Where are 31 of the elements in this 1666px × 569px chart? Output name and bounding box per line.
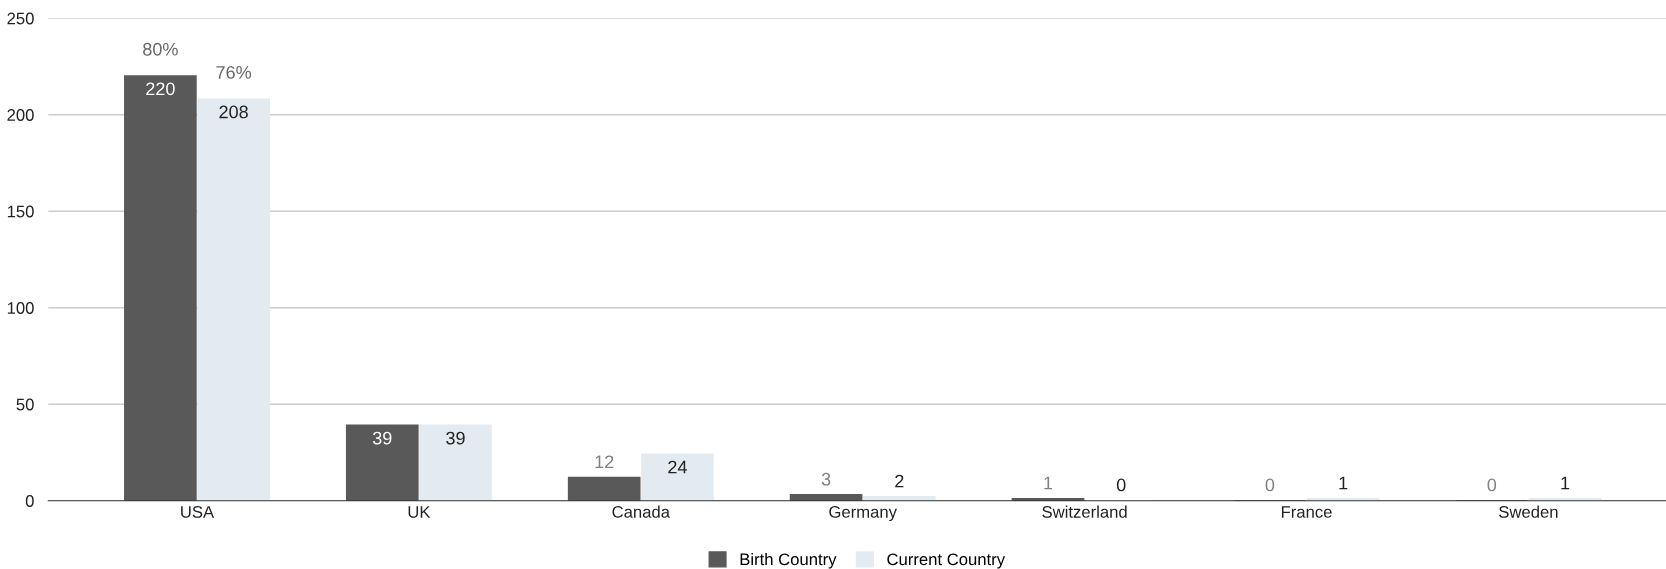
y-tick-label: 150 bbox=[7, 205, 34, 218]
y-tick-label: 0 bbox=[25, 495, 34, 507]
data-label: 1 bbox=[1044, 476, 1053, 490]
data-label: 0 bbox=[1116, 478, 1126, 492]
data-label: 39 bbox=[446, 431, 465, 445]
data-label: 12 bbox=[595, 455, 614, 469]
data-label: 208 bbox=[219, 105, 248, 119]
legend-label: Current Country bbox=[887, 553, 1006, 569]
data-label: 0 bbox=[1265, 478, 1275, 492]
x-tick-label: Switzerland bbox=[1042, 505, 1127, 518]
y-tick-label: 250 bbox=[7, 12, 34, 25]
data-label: 220 bbox=[146, 82, 175, 96]
x-tick-label: France bbox=[1281, 506, 1332, 518]
data-label: 1 bbox=[1339, 476, 1348, 490]
x-tick-label: Germany bbox=[829, 506, 897, 522]
x-tick-label: UK bbox=[408, 506, 431, 518]
x-tick-label: Canada bbox=[612, 505, 670, 518]
data-label: 24 bbox=[668, 460, 687, 474]
annotation: 80% bbox=[143, 42, 178, 56]
annotation: 76% bbox=[216, 66, 252, 79]
data-label: 3 bbox=[821, 472, 831, 486]
data-label: 1 bbox=[1561, 476, 1570, 490]
x-tick-label: USA bbox=[181, 506, 215, 518]
data-label: 39 bbox=[372, 431, 392, 445]
x-tick-label: Sweden bbox=[1499, 505, 1558, 518]
y-tick-label: 50 bbox=[16, 398, 34, 411]
y-tick-label: 100 bbox=[7, 302, 34, 314]
legend-label: Birth Country bbox=[740, 553, 837, 569]
y-tick-label: 200 bbox=[7, 109, 34, 121]
data-label: 2 bbox=[895, 474, 904, 488]
data-label: 0 bbox=[1487, 478, 1497, 492]
